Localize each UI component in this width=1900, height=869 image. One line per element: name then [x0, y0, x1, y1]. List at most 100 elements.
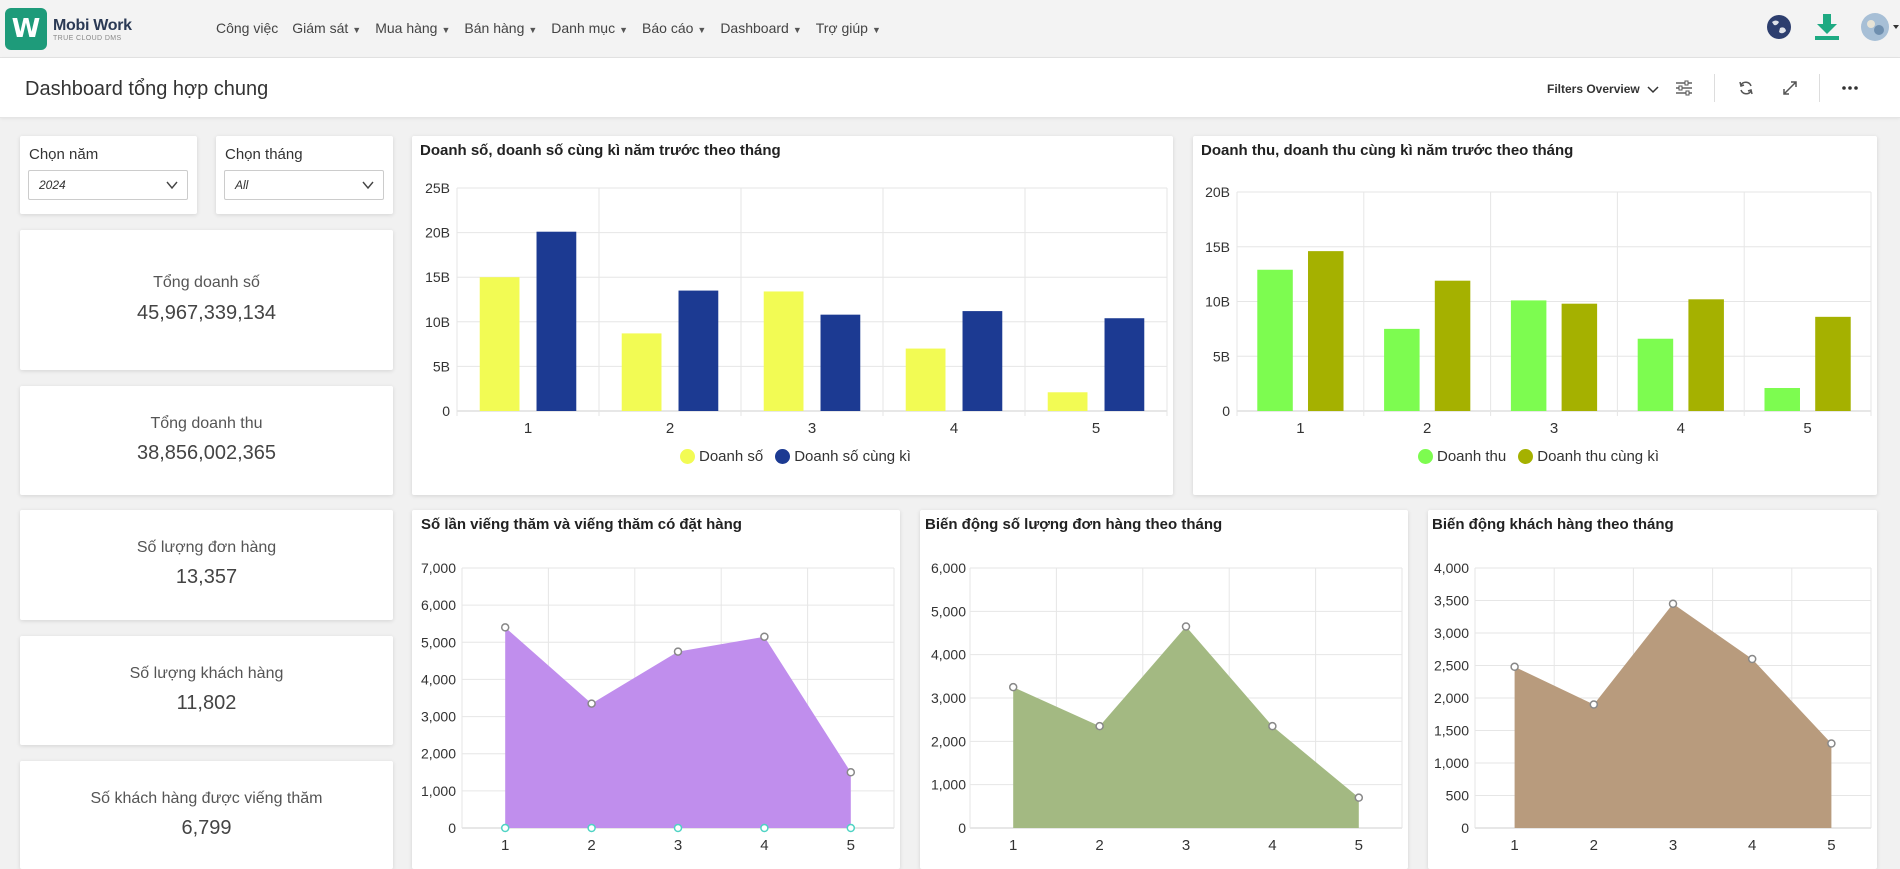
more-options-icon[interactable] — [1840, 78, 1860, 98]
data-point-month-4 — [1747, 654, 1757, 664]
data-point-month-5 — [846, 823, 856, 833]
month-select[interactable]: All — [224, 170, 384, 200]
bar-previous-month-3 — [1561, 303, 1598, 411]
chart-title: Biến động khách hàng theo tháng — [1432, 516, 1674, 533]
legend-swatch — [1518, 449, 1534, 464]
x-tick-label: 2 — [587, 837, 595, 854]
data-point-month-3 — [673, 647, 683, 656]
month-filter-card: Chọn tháng All — [216, 136, 393, 214]
y-tick-label: 10B — [425, 314, 450, 330]
area-series — [505, 627, 851, 828]
globe-icon[interactable] — [1764, 12, 1794, 42]
legend-label: Doanh thu — [1437, 448, 1507, 465]
kpi-card-order-count: Số lượng đơn hàng 13,357 — [20, 510, 393, 620]
year-select[interactable]: 2024 — [28, 170, 188, 200]
menu-item-6[interactable]: Báo cáo ▼ — [642, 20, 706, 36]
x-tick-label: 2 — [1590, 837, 1598, 854]
chart-title: Doanh số, doanh số cùng kì năm trước the… — [420, 142, 781, 159]
x-tick-label: 2 — [1095, 837, 1103, 854]
x-tick-label: 4 — [1677, 420, 1685, 437]
menu-item-8[interactable]: Trợ giúp ▼ — [816, 20, 881, 36]
dashboard-header: Dashboard tổng hợp chung Filters Overvie… — [0, 58, 1900, 118]
menu-item-7[interactable]: Dashboard ▼ — [720, 20, 801, 36]
menu-item-label: Mua hàng — [375, 20, 438, 36]
customers-area-chart-card: Biến động khách hàng theo tháng 0 500 1,00… — [1428, 510, 1877, 869]
menu-item-5[interactable]: Danh mục ▼ — [551, 20, 628, 36]
kpi-card-visited-customers: Số khách hàng được viếng thăm 6,799 — [20, 761, 393, 869]
kpi-value: 11,802 — [176, 692, 237, 714]
settings-sliders-icon[interactable] — [1674, 78, 1694, 98]
y-tick-label: 500 — [1446, 788, 1470, 804]
menu-item-label: Công việc — [216, 20, 279, 36]
caret-down-icon: ▼ — [871, 25, 881, 35]
bar-previous-month-3 — [820, 314, 861, 411]
chart-plot: 0 5B 10B 15B 20B 1 2 3 4 5 — [1205, 184, 1872, 437]
y-tick-label: 20B — [425, 225, 450, 241]
year-filter-card: Chọn năm 2024 — [20, 136, 197, 214]
kpi-card-total-revenue: Tổng doanh thu 38,856,002,365 — [20, 386, 393, 495]
caret-down-icon: ▼ — [619, 25, 629, 35]
caret-down-icon: ▼ — [352, 25, 362, 35]
y-tick-label: 5B — [1213, 348, 1230, 364]
avatar[interactable] — [1860, 12, 1900, 42]
refresh-icon[interactable] — [1736, 78, 1756, 98]
bar-previous-month-5 — [1104, 318, 1145, 411]
area-series — [1013, 626, 1359, 828]
data-point-month-5 — [1354, 793, 1364, 802]
legend-swatch — [775, 449, 791, 464]
legend-entry[interactable]: Doanh thu cùng kì — [1518, 448, 1659, 465]
x-tick-label: 3 — [674, 837, 682, 854]
data-point-month-1 — [1510, 662, 1519, 672]
chart-title: Số lần viếng thăm và viếng thăm có đặt h… — [421, 516, 742, 533]
data-point-month-3 — [673, 823, 683, 833]
data-point-month-3 — [1668, 599, 1678, 608]
month-select-value: All — [235, 178, 249, 192]
x-tick-label: 5 — [1092, 420, 1100, 437]
y-tick-label: 6,000 — [421, 597, 456, 613]
bar-previous-month-1 — [1308, 251, 1344, 411]
x-tick-label: 5 — [1355, 837, 1363, 854]
chevron-down-icon — [1647, 86, 1659, 94]
data-point-month-1 — [500, 823, 510, 833]
menu-item-label: Dashboard — [720, 20, 789, 36]
kpi-label: Số lượng đơn hàng — [136, 539, 277, 556]
bar-previous-month-1 — [536, 231, 577, 411]
y-tick-label: 0 — [1461, 820, 1469, 836]
x-tick-label: 4 — [950, 420, 958, 437]
x-tick-label: 1 — [1510, 837, 1518, 854]
filters-overview-button[interactable]: Filters Overview — [1547, 82, 1660, 96]
data-point-month-2 — [1095, 721, 1104, 731]
legend-entry[interactable]: Doanh số cùng kì — [775, 448, 911, 465]
menu-item-4[interactable]: Bán hàng ▼ — [464, 20, 537, 36]
caret-down-icon: ▼ — [441, 25, 451, 35]
data-point-month-4 — [1268, 721, 1277, 731]
x-tick-label: 1 — [524, 420, 532, 437]
y-tick-label: 3,000 — [421, 709, 456, 725]
y-tick-label: 20B — [1205, 184, 1230, 200]
bar-previous-month-4 — [1688, 299, 1724, 411]
menu-item-1[interactable]: Công việc — [216, 20, 278, 36]
legend-entry[interactable]: Doanh thu — [1418, 448, 1506, 465]
x-tick-label: 1 — [501, 837, 509, 854]
main-menu: Công việc Giám sát ▼ Mua hàng ▼ Bán hàng ▼ Danh… — [216, 20, 895, 36]
expand-icon[interactable] — [1780, 78, 1800, 98]
kpi-card-customer-count: Số lượng khách hàng 11,802 — [20, 636, 393, 745]
data-point-month-2 — [587, 699, 596, 708]
y-tick-label: 1,500 — [1434, 723, 1469, 739]
data-point-month-1 — [1008, 682, 1018, 692]
menu-item-3[interactable]: Mua hàng ▼ — [375, 20, 450, 36]
y-tick-label: 5,000 — [421, 634, 456, 650]
x-tick-label: 1 — [1009, 837, 1017, 854]
download-icon[interactable] — [1812, 12, 1842, 42]
logo[interactable]: W Mobi Work TRUE CLOUD DMS — [5, 8, 132, 50]
data-point-month-1 — [500, 623, 510, 632]
y-tick-label: 4,000 — [1434, 560, 1469, 576]
x-tick-label: 2 — [1423, 420, 1431, 437]
data-point-month-4 — [760, 632, 769, 641]
menu-item-label: Giám sát — [292, 20, 349, 36]
legend-entry[interactable]: Doanh số — [680, 448, 763, 465]
menu-item-2[interactable]: Giám sát ▼ — [292, 20, 361, 36]
bar-current-month-4 — [905, 348, 946, 411]
data-point-month-4 — [760, 823, 769, 833]
chart-plot: 0 500 1,000 1,500 2,000 2,500 3,000 3,500 4,000 1… — [1434, 560, 1872, 854]
